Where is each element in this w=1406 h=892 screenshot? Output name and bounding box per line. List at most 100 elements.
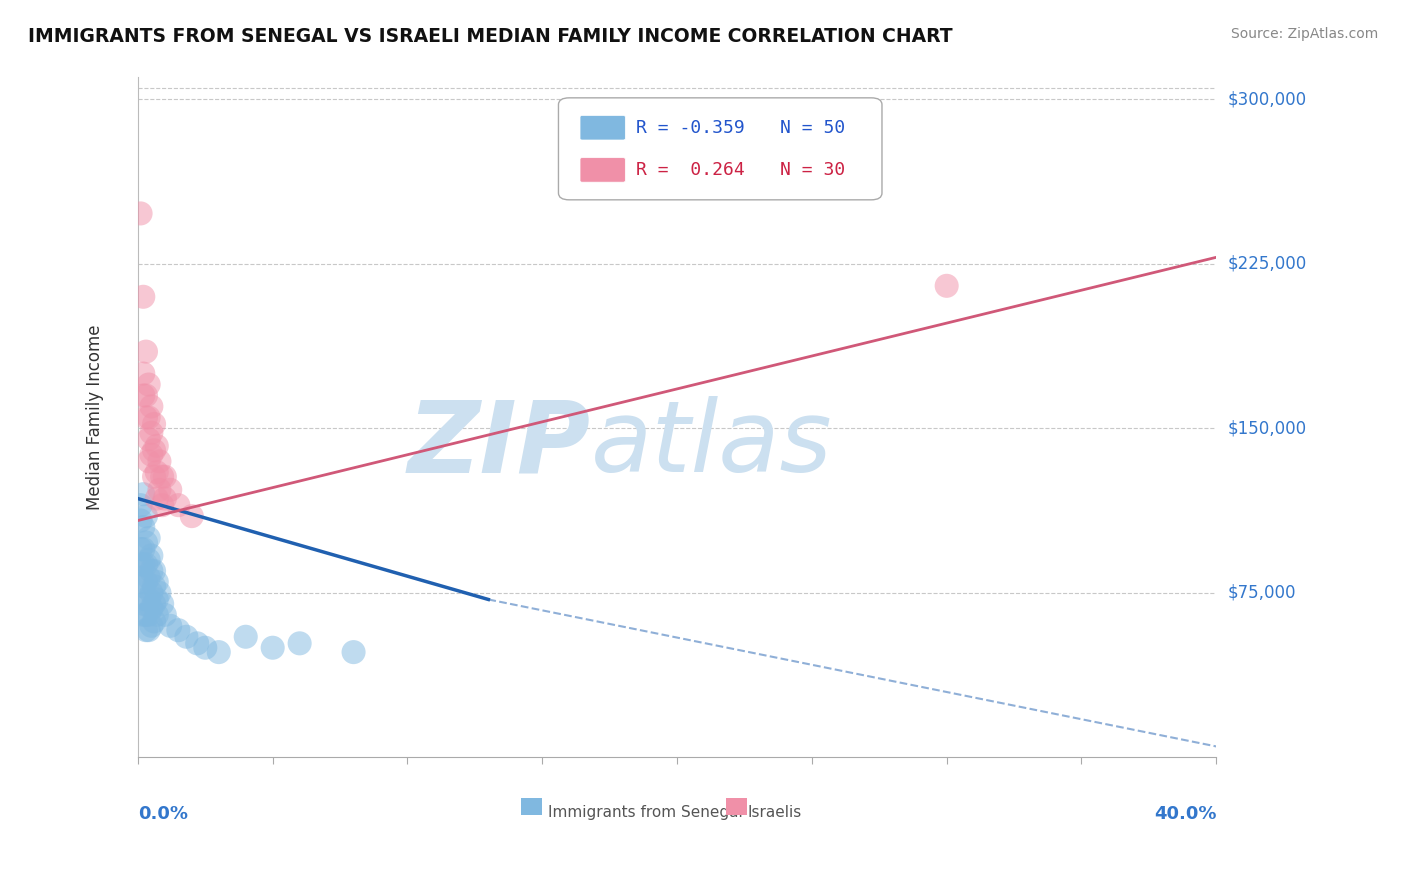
Point [153,469,176,483]
Point [138,454,160,468]
Text: R =  0.264: R = 0.264 [636,161,745,179]
Point [138,607,160,622]
FancyBboxPatch shape [725,798,747,815]
Point [150,498,173,512]
Point [159,619,181,633]
Point [153,491,176,506]
Point [342,645,364,659]
Point [135,535,157,549]
Point [288,636,311,650]
Point [935,278,957,293]
Point [148,586,170,600]
Point [148,483,170,497]
Text: N = 50: N = 50 [779,119,845,136]
Point [145,465,167,479]
Point [132,388,155,402]
Point [129,498,152,512]
Point [153,607,176,622]
Point [141,586,163,600]
Point [143,615,166,629]
Point [141,564,163,578]
Point [129,558,152,572]
Point [145,574,167,589]
Point [135,344,157,359]
Point [186,636,208,650]
Point [132,597,155,611]
Point [132,520,155,534]
Point [145,491,167,506]
Point [194,640,217,655]
Point [143,597,166,611]
Point [138,531,160,545]
FancyBboxPatch shape [581,116,626,140]
Point [145,439,167,453]
Text: Immigrants from Senegal: Immigrants from Senegal [548,805,742,820]
Point [141,448,163,462]
Point [138,410,160,425]
Text: IMMIGRANTS FROM SENEGAL VS ISRAELI MEDIAN FAMILY INCOME CORRELATION CHART: IMMIGRANTS FROM SENEGAL VS ISRAELI MEDIA… [28,27,953,45]
Point [135,607,157,622]
Point [129,541,152,556]
Text: $225,000: $225,000 [1227,255,1306,273]
Text: 0.0%: 0.0% [138,805,188,823]
Text: $75,000: $75,000 [1227,584,1296,602]
Point [129,206,152,220]
Point [143,443,166,458]
Point [143,469,166,483]
FancyBboxPatch shape [520,798,543,815]
Point [262,640,284,655]
Point [143,417,166,431]
Text: Israelis: Israelis [747,805,801,820]
Point [150,469,173,483]
Text: R = -0.359: R = -0.359 [636,119,745,136]
Text: atlas: atlas [591,396,832,493]
Point [132,290,155,304]
Point [135,558,157,572]
Point [145,592,167,607]
FancyBboxPatch shape [581,158,626,182]
Point [135,592,157,607]
Point [167,498,190,512]
Point [129,570,152,584]
Point [138,433,160,447]
Text: ZIP: ZIP [408,396,591,493]
Text: $300,000: $300,000 [1227,90,1306,108]
FancyBboxPatch shape [558,98,882,200]
Point [235,630,257,644]
Point [141,400,163,414]
Point [143,564,166,578]
Point [145,607,167,622]
Point [167,623,190,637]
Point [132,558,155,572]
Point [138,377,160,392]
Point [141,601,163,615]
Point [135,509,157,524]
Text: Source: ZipAtlas.com: Source: ZipAtlas.com [1230,27,1378,41]
Point [132,367,155,381]
Text: N = 30: N = 30 [779,161,845,179]
Point [159,483,181,497]
Point [135,623,157,637]
Point [150,597,173,611]
Point [208,645,231,659]
Point [129,514,152,528]
Point [135,388,157,402]
Point [132,541,155,556]
Text: Median Family Income: Median Family Income [86,325,104,510]
Point [141,425,163,440]
Point [132,487,155,501]
Point [176,630,198,644]
Point [132,579,155,593]
Point [138,623,160,637]
Point [141,619,163,633]
Point [138,592,160,607]
Point [148,454,170,468]
Point [135,574,157,589]
Point [138,570,160,584]
Text: $150,000: $150,000 [1227,419,1306,437]
Point [135,410,157,425]
Text: 40.0%: 40.0% [1154,805,1216,823]
Point [138,553,160,567]
Point [141,549,163,563]
Point [132,607,155,622]
